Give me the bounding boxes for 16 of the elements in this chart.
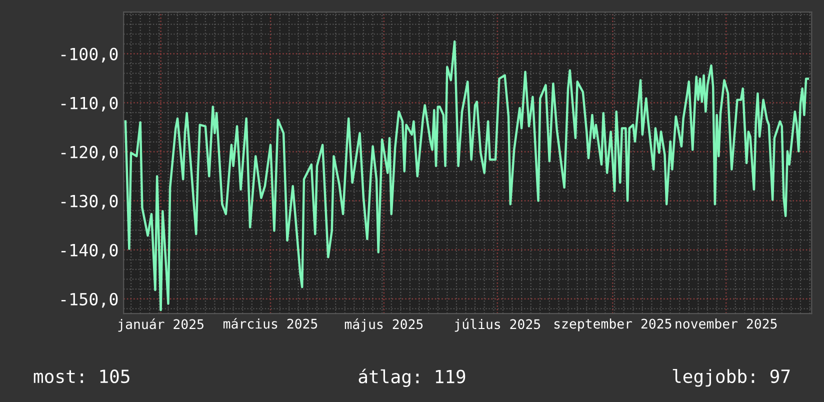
- y-tick-label: -110,0: [61, 96, 118, 112]
- text: most: 105: [34, 370, 130, 384]
- y-tick-label: -100,0: [61, 48, 118, 62]
- x-tick-label: május 2025: [344, 318, 423, 332]
- y-tick-label: -130,0: [61, 194, 118, 210]
- text: legjobb: 97: [672, 369, 790, 387]
- x-tick-label: november 2025: [676, 318, 777, 329]
- y-tick-label: -120,0: [61, 146, 118, 160]
- x-tick-label: szeptember 2025: [554, 318, 672, 332]
- y-tick-label: -140,0: [61, 244, 118, 259]
- x-tick-label: január 2025: [118, 318, 204, 332]
- line-series: [124, 40, 810, 312]
- x-tick-label: március 2025: [224, 318, 318, 329]
- text: átlag: 119: [358, 368, 466, 388]
- y-tick-label: -150,0: [61, 292, 118, 308]
- x-tick-label: július 2025: [454, 318, 540, 332]
